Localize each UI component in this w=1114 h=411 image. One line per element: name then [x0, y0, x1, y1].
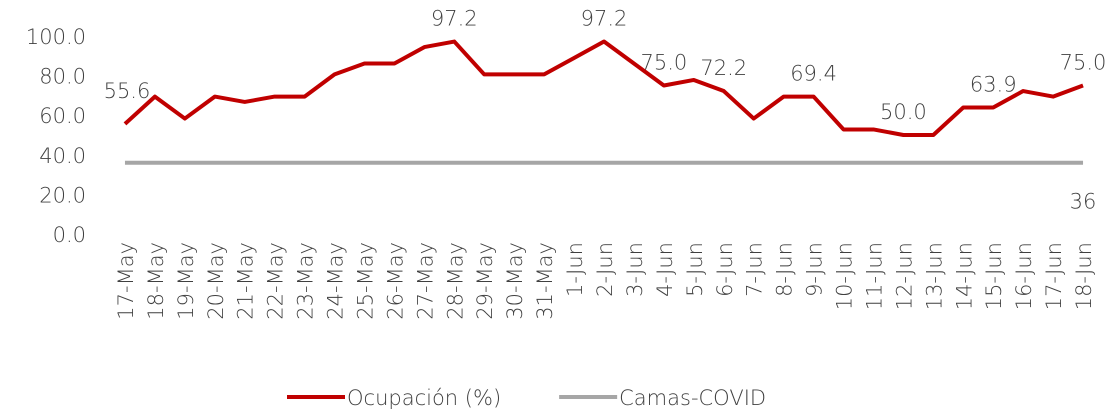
legend-label: Camas-COVID [619, 386, 766, 410]
y-tick-label: 60.0 [39, 104, 86, 128]
data-label: 55.6 [104, 79, 151, 103]
x-tick-label: 30-May [503, 242, 527, 320]
data-label: 63.9 [970, 72, 1017, 96]
x-tick-label: 24-May [324, 242, 348, 320]
x-tick-label: 18-Jun [1072, 242, 1096, 310]
y-tick-label: 80.0 [39, 65, 86, 89]
series-line [123, 39, 1084, 137]
x-tick-label: 18-May [144, 242, 168, 320]
x-tick-label: 7-Jun [743, 242, 767, 297]
data-label: 97.2 [581, 7, 628, 31]
y-tick-label: 0.0 [53, 223, 86, 247]
x-tick-label: 31-May [533, 242, 557, 320]
x-tick-label: 1-Jun [563, 242, 587, 297]
y-tick-label: 40.0 [39, 144, 86, 168]
x-tick-label: 23-May [294, 242, 318, 320]
x-tick-label: 19-May [174, 242, 198, 320]
data-label: 72.2 [700, 56, 747, 80]
data-label: 69.4 [790, 62, 837, 86]
x-tick-label: 27-May [413, 242, 437, 320]
data-label: 36 [1070, 190, 1097, 214]
data-label: 97.2 [431, 7, 478, 31]
x-tick-label: 13-Jun [922, 242, 946, 310]
x-tick-label: 21-May [234, 242, 258, 320]
x-tick-label: 25-May [353, 242, 377, 320]
data-label: 50.0 [880, 100, 927, 124]
legend-label: Ocupación (%) [347, 386, 501, 410]
data-label: 75.0 [640, 51, 687, 75]
x-tick-label: 10-Jun [833, 242, 857, 310]
x-tick-label: 8-Jun [773, 242, 797, 297]
x-tick-label: 11-Jun [862, 242, 886, 310]
x-tick-label: 6-Jun [713, 242, 737, 297]
x-tick-label: 17-Jun [1042, 242, 1066, 310]
x-tick-label: 14-Jun [952, 242, 976, 310]
y-tick-label: 100.0 [26, 25, 86, 49]
x-tick-label: 22-May [264, 242, 288, 320]
data-label: 75.0 [1060, 51, 1107, 75]
x-tick-label: 28-May [443, 242, 467, 320]
x-tick-label: 29-May [473, 242, 497, 320]
x-tick-label: 17-May [114, 242, 138, 320]
x-tick-label: 15-Jun [982, 242, 1006, 310]
x-tick-label: 2-Jun [593, 242, 617, 297]
x-tick-label: 5-Jun [683, 242, 707, 297]
x-tick-label: 9-Jun [803, 242, 827, 297]
x-tick-label: 4-Jun [653, 242, 677, 297]
x-tick-label: 12-Jun [892, 242, 916, 310]
x-tick-label: 3-Jun [623, 242, 647, 297]
y-tick-label: 20.0 [39, 183, 86, 207]
x-tick-label: 16-Jun [1012, 242, 1036, 310]
x-tick-label: 20-May [204, 242, 228, 320]
x-tick-label: 26-May [383, 242, 407, 320]
